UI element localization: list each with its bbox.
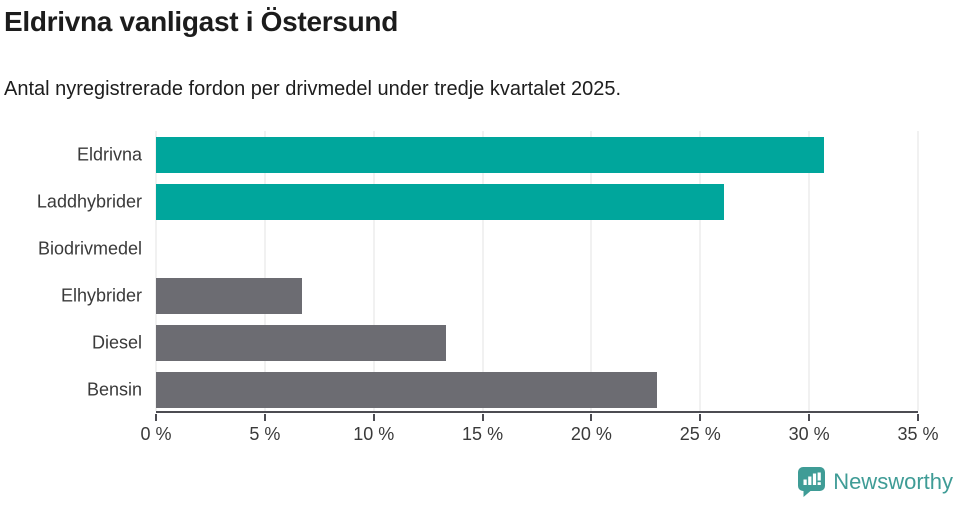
bar-bensin <box>156 371 657 408</box>
category-label: Bensin <box>86 379 142 399</box>
bar-eldrivna <box>156 136 825 173</box>
x-axis: 0 % 5 % 10 % 15 % 20 % 25 % 30 % 35 % <box>140 413 939 455</box>
category-label: Biodrivmedel <box>37 238 142 258</box>
gridline <box>808 131 810 411</box>
chart-title: Eldrivna vanligast i Östersund <box>4 6 399 37</box>
bar-laddhybrider <box>156 183 725 220</box>
x-tick-mark <box>372 414 375 421</box>
x-tick-mark <box>590 414 593 421</box>
x-tick-label: 10 % <box>353 424 395 444</box>
x-tick-label: 20 % <box>570 424 612 444</box>
category-labels: Eldrivna Laddhybrider Biodrivmedel Elhybrid… <box>0 131 142 413</box>
gridline <box>155 131 157 411</box>
x-tick-label: 0 % <box>140 424 172 444</box>
plot-area <box>155 131 919 413</box>
bar-diesel <box>156 324 446 361</box>
x-tick-mark <box>917 414 919 421</box>
x-tick-label: 35 % <box>897 424 939 444</box>
x-tick-label: 5 % <box>249 424 281 444</box>
x-tick-mark <box>699 414 702 421</box>
category-label: Laddhybrider <box>36 191 142 211</box>
x-tick-mark <box>481 414 484 421</box>
category-label: Diesel <box>91 332 142 352</box>
x-tick-mark <box>808 414 811 421</box>
gridline <box>917 131 919 411</box>
gridline <box>264 131 266 411</box>
bar-elhybrider <box>156 277 302 314</box>
gridline <box>482 131 484 411</box>
x-tick-mark <box>155 414 157 421</box>
gridline <box>373 131 375 411</box>
x-tick-label: 25 % <box>679 424 721 444</box>
category-label: Eldrivna <box>76 144 142 164</box>
newsworthy-logo-icon <box>797 466 826 497</box>
x-tick-label: 15 % <box>462 424 504 444</box>
category-label: Elhybrider <box>60 285 142 305</box>
newsworthy-branding: Newsworthy <box>797 466 953 497</box>
x-tick-label: 30 % <box>788 424 830 444</box>
brand-name: Newsworthy <box>833 468 953 494</box>
x-tick-mark <box>263 414 266 421</box>
chart-subtitle: Antal nyregistrerade fordon per drivmede… <box>4 78 622 100</box>
gridline <box>590 131 592 411</box>
gridline <box>699 131 701 411</box>
